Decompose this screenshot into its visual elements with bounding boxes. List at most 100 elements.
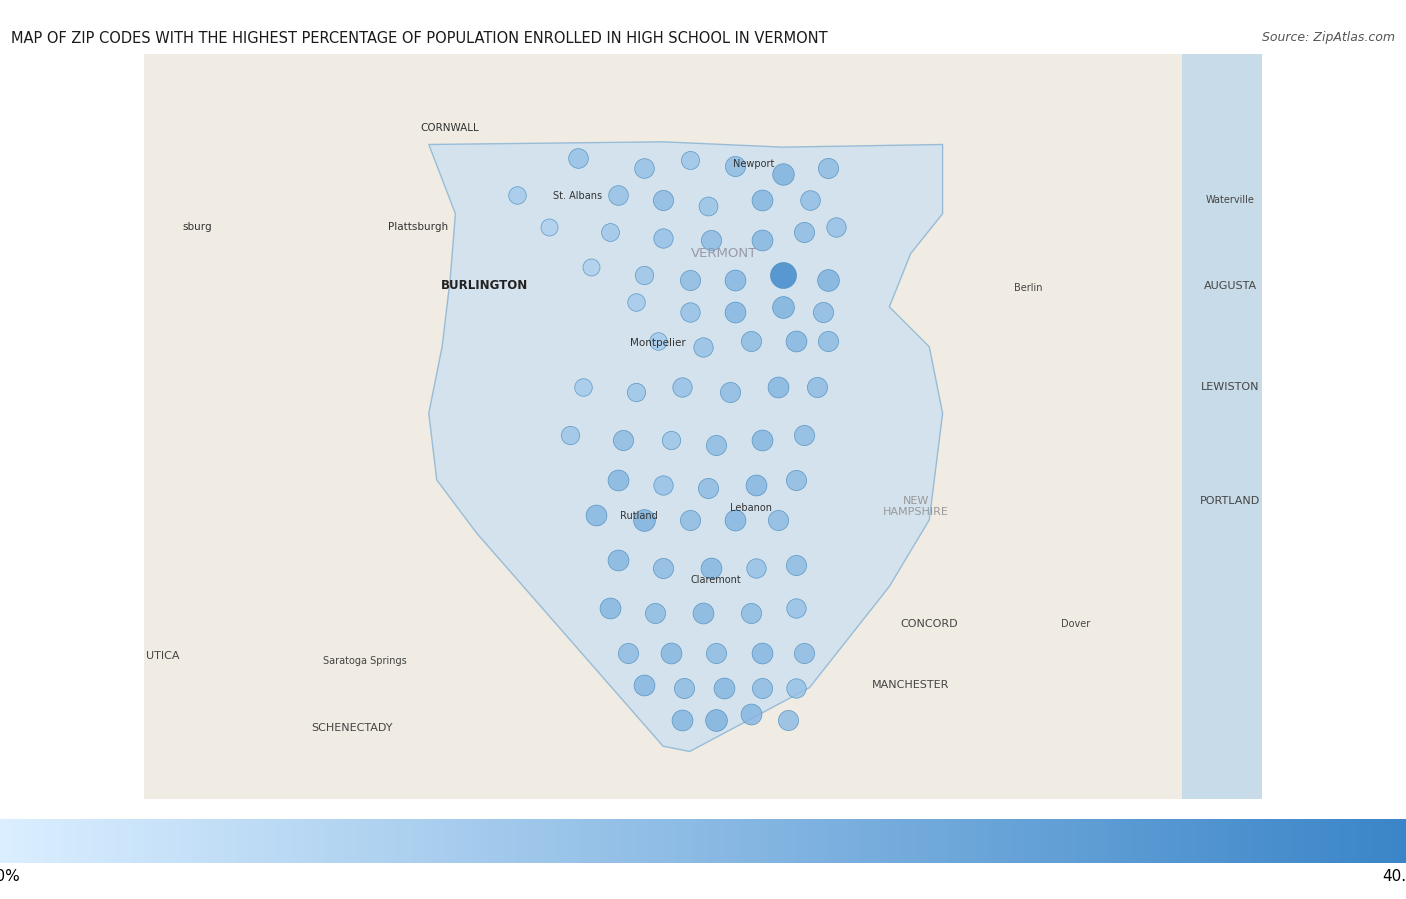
Point xyxy=(785,601,807,615)
Point xyxy=(817,334,839,349)
Point xyxy=(572,379,595,394)
Text: St. Albans: St. Albans xyxy=(554,191,602,201)
Point xyxy=(671,712,693,726)
Text: Berlin: Berlin xyxy=(1014,283,1042,293)
Text: Rutland: Rutland xyxy=(620,511,658,521)
Point xyxy=(692,606,714,620)
Point xyxy=(751,193,773,208)
Point xyxy=(751,432,773,447)
Text: SCHENECTADY: SCHENECTADY xyxy=(311,723,392,733)
Point xyxy=(785,334,807,349)
Point xyxy=(652,193,675,208)
Point xyxy=(659,432,682,447)
Point xyxy=(772,268,794,282)
Point xyxy=(606,188,628,202)
Point xyxy=(579,260,602,274)
Point xyxy=(606,553,628,567)
Point xyxy=(740,334,762,349)
Point xyxy=(585,507,607,521)
Text: BURLINGTON: BURLINGTON xyxy=(441,279,529,292)
Point xyxy=(612,432,634,447)
Point xyxy=(724,158,747,173)
Point xyxy=(567,151,589,165)
Point xyxy=(633,678,655,692)
Bar xyxy=(1182,54,1267,799)
Point xyxy=(751,681,773,695)
Point xyxy=(817,161,839,175)
Point xyxy=(671,379,693,394)
Text: Waterville: Waterville xyxy=(1206,195,1254,205)
Text: Saratoga Springs: Saratoga Springs xyxy=(323,656,406,666)
Point xyxy=(713,681,735,695)
Text: VERMONT: VERMONT xyxy=(692,247,758,260)
Point xyxy=(558,428,581,442)
Point xyxy=(745,561,768,575)
Text: CONCORD: CONCORD xyxy=(900,619,957,628)
Point xyxy=(692,340,714,354)
Text: Source: ZipAtlas.com: Source: ZipAtlas.com xyxy=(1261,31,1395,44)
Point xyxy=(799,193,821,208)
Text: NEW
HAMPSHIRE: NEW HAMPSHIRE xyxy=(883,495,949,517)
Point xyxy=(766,512,789,527)
Point xyxy=(537,220,560,235)
Text: Plattsburgh: Plattsburgh xyxy=(388,222,449,232)
Point xyxy=(825,220,848,235)
Text: UTICA: UTICA xyxy=(146,651,179,661)
Point xyxy=(772,166,794,181)
Point xyxy=(633,512,655,527)
Point xyxy=(633,161,655,175)
Point xyxy=(811,305,834,319)
Point xyxy=(505,188,527,202)
Point xyxy=(785,681,807,695)
Point xyxy=(751,233,773,247)
Point xyxy=(700,561,723,575)
Text: Newport: Newport xyxy=(733,159,775,169)
Point xyxy=(679,273,702,288)
Point xyxy=(647,334,669,349)
Point xyxy=(740,606,762,620)
Text: Lebanon: Lebanon xyxy=(730,503,772,513)
Text: MANCHESTER: MANCHESTER xyxy=(872,680,949,690)
Point xyxy=(793,225,815,239)
Point xyxy=(745,478,768,493)
Point xyxy=(679,512,702,527)
Text: sburg: sburg xyxy=(183,222,212,232)
Point xyxy=(740,707,762,721)
Point xyxy=(806,379,828,394)
Text: MAP OF ZIP CODES WITH THE HIGHEST PERCENTAGE OF POPULATION ENROLLED IN HIGH SCHO: MAP OF ZIP CODES WITH THE HIGHEST PERCEN… xyxy=(11,31,828,47)
Point xyxy=(700,233,723,247)
Text: Claremont: Claremont xyxy=(690,574,742,584)
Point xyxy=(697,199,720,213)
Text: Dover: Dover xyxy=(1062,619,1091,628)
Point xyxy=(606,473,628,487)
Point xyxy=(704,645,727,660)
Point xyxy=(679,305,702,319)
Point xyxy=(772,299,794,314)
Point xyxy=(718,385,741,399)
Point xyxy=(778,712,800,726)
Point xyxy=(673,681,696,695)
Point xyxy=(766,379,789,394)
Text: AUGUSTA: AUGUSTA xyxy=(1204,280,1257,290)
Point xyxy=(724,305,747,319)
Point xyxy=(679,153,702,167)
Point xyxy=(704,438,727,452)
Point xyxy=(697,481,720,495)
Point xyxy=(817,273,839,288)
Point xyxy=(599,225,621,239)
Point xyxy=(626,294,648,308)
Point xyxy=(704,712,727,726)
Point xyxy=(652,230,675,245)
Point xyxy=(626,385,648,399)
Text: Montpelier: Montpelier xyxy=(630,338,686,348)
Point xyxy=(724,273,747,288)
Point xyxy=(652,561,675,575)
Point xyxy=(644,606,666,620)
Polygon shape xyxy=(429,142,942,752)
Point xyxy=(785,558,807,573)
Point xyxy=(793,428,815,442)
Text: CORNWALL: CORNWALL xyxy=(420,123,479,133)
Point xyxy=(785,473,807,487)
Text: PORTLAND: PORTLAND xyxy=(1201,496,1260,506)
Point xyxy=(724,512,747,527)
